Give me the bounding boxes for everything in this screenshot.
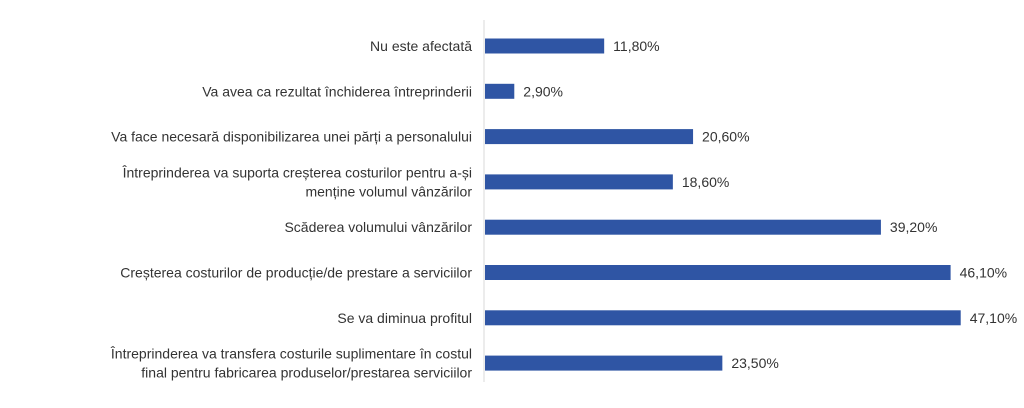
bar-6 bbox=[485, 310, 961, 326]
data-label-1: 2,90% bbox=[523, 83, 563, 99]
category-label-0: Nu este afectată bbox=[370, 38, 472, 54]
bar-1 bbox=[485, 83, 515, 99]
category-label-7-line-1: final pentru fabricarea produselor/prest… bbox=[141, 365, 472, 381]
data-label-5: 46,10% bbox=[960, 265, 1007, 281]
data-label-2: 20,60% bbox=[702, 129, 749, 145]
bar-2 bbox=[485, 129, 694, 145]
category-label-2: Va face necesară disponibilizarea unei p… bbox=[111, 129, 472, 145]
bar-0 bbox=[485, 38, 605, 54]
bar-7 bbox=[485, 355, 723, 371]
data-label-6: 47,10% bbox=[970, 310, 1017, 326]
category-label-4: Scăderea volumului vânzărilor bbox=[284, 219, 472, 235]
category-label-3-line-1: menține volumul vânzărilor bbox=[305, 183, 472, 199]
data-label-7: 23,50% bbox=[731, 355, 778, 371]
category-label-1: Va avea ca rezultat închiderea întreprin… bbox=[202, 83, 472, 99]
category-label-5: Creșterea costurilor de producție/de pre… bbox=[120, 265, 472, 281]
bar-3 bbox=[485, 174, 673, 190]
category-label-3-line-0: Întreprinderea va suporta creșterea cost… bbox=[122, 164, 472, 180]
data-label-3: 18,60% bbox=[682, 174, 729, 190]
category-label-6: Se va diminua profitul bbox=[337, 310, 472, 326]
data-label-4: 39,20% bbox=[890, 219, 937, 235]
bar-4 bbox=[485, 219, 881, 235]
category-label-7-line-0: Întreprinderea va transfera costurile su… bbox=[110, 346, 472, 362]
data-label-0: 11,80% bbox=[613, 38, 659, 54]
bar-5 bbox=[485, 265, 951, 280]
